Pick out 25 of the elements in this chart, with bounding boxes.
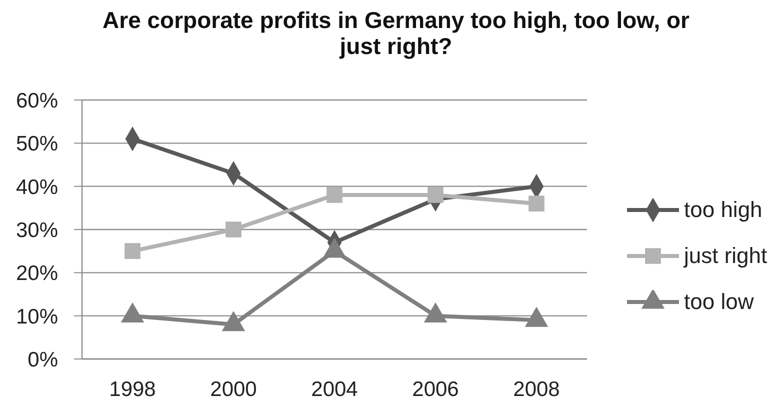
y-tick-label: 20%: [16, 262, 58, 286]
point: [326, 187, 342, 203]
y-tick-label: 0%: [28, 348, 58, 372]
legend-label: just right: [684, 243, 768, 269]
point: [525, 307, 548, 327]
chart-title: Are corporate profits in Germany too high, too low, or just right?: [102, 7, 690, 59]
legend-label: too low: [684, 289, 754, 315]
point: [424, 302, 447, 323]
y-tick-label: 10%: [16, 305, 58, 328]
y-tick-label: 60%: [16, 89, 58, 112]
point: [124, 243, 140, 259]
point: [222, 312, 245, 332]
point: [428, 187, 444, 203]
x-tick-label: 2006: [412, 378, 459, 401]
y-tick-label: 40%: [16, 176, 58, 199]
point: [121, 302, 144, 323]
x-tick-label: 2008: [513, 378, 560, 401]
x-tick-label: 2004: [311, 378, 358, 401]
y-tick-label: 50%: [16, 132, 58, 156]
y-tick-label: 30%: [16, 218, 58, 242]
x-tick-label: 2000: [210, 378, 257, 401]
x-tick-label: 1998: [109, 378, 156, 401]
legend-label: too high: [684, 197, 762, 223]
point: [528, 196, 544, 212]
point: [226, 222, 242, 238]
